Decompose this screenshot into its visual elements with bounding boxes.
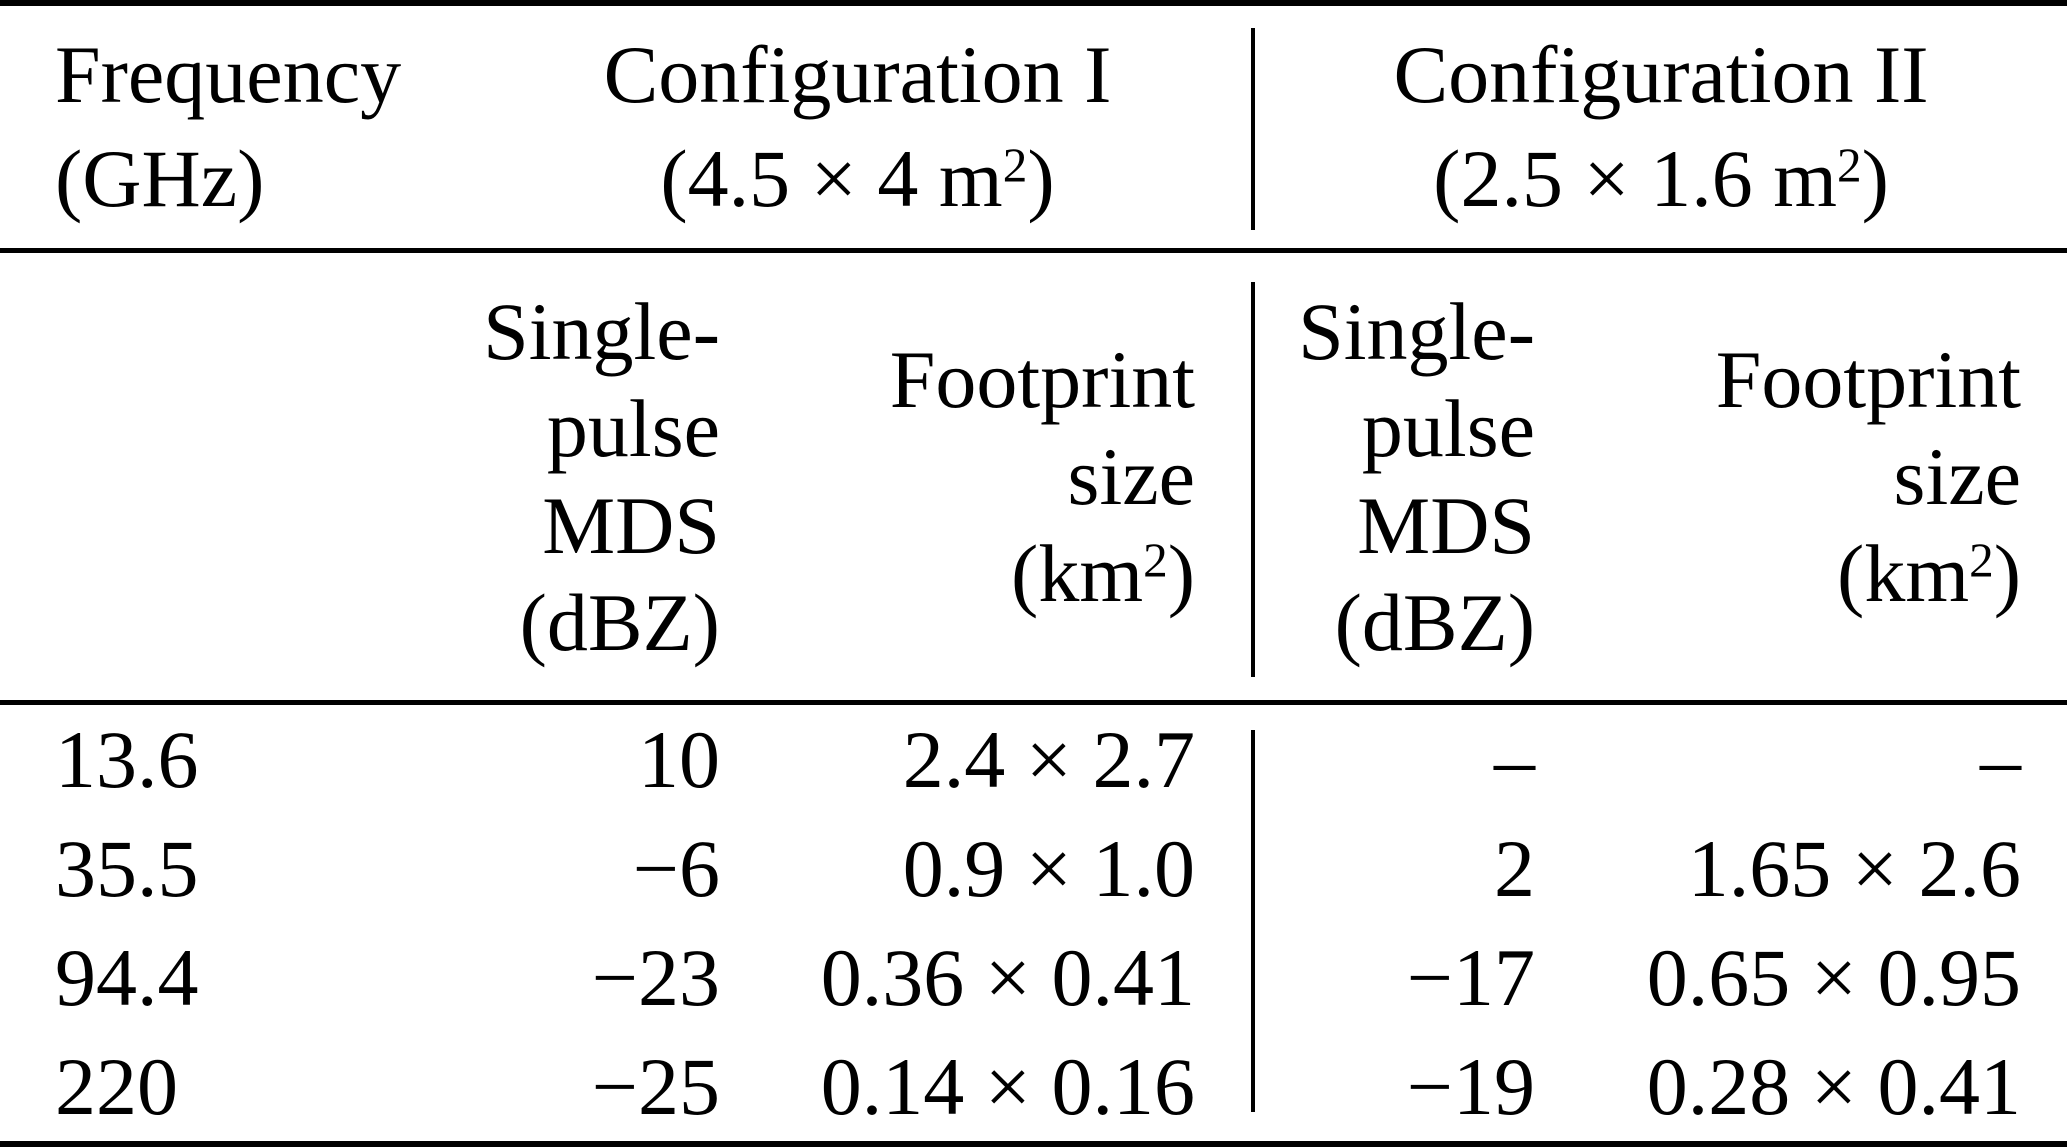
config2-footprint-value: – bbox=[1980, 714, 2022, 805]
table-row: 35.5 −6 0.9 × 1.0 2 1.65 × 2.6 bbox=[0, 814, 2067, 923]
config1-footprint-header: Footprint size (km2) bbox=[735, 253, 1256, 705]
config2-footprint-header: Footprint size (km2) bbox=[1545, 253, 2067, 705]
table-row: 220 −25 0.14 × 0.16 −19 0.28 × 0.41 bbox=[0, 1032, 2067, 1141]
frequency-header-line1: Frequency bbox=[55, 29, 402, 120]
configuration2-size-text: (2.5 × 1.6 m bbox=[1433, 133, 1837, 224]
config2-footprint-value: 0.28 × 0.41 bbox=[1646, 1041, 2022, 1132]
configuration2-title: Configuration II bbox=[1393, 29, 1929, 120]
mds-header-line2: pulse bbox=[1361, 382, 1536, 474]
column-divider-header2 bbox=[1251, 282, 1255, 677]
configuration2-size-superscript: 2 bbox=[1836, 137, 1862, 193]
config1-footprint-value: 0.9 × 1.0 bbox=[902, 823, 1196, 914]
mds-header-line3: MDS bbox=[1357, 479, 1536, 571]
config1-mds-value: −6 bbox=[632, 823, 720, 914]
config2-footprint-value: 1.65 × 2.6 bbox=[1687, 823, 2022, 914]
config2-mds-header: Single- pulse MDS (dBZ) bbox=[1255, 253, 1546, 705]
sub-header-row: Single- pulse MDS (dBZ) Footprint size (… bbox=[0, 253, 2067, 705]
table-row: 13.6 10 2.4 × 2.7 – – bbox=[0, 705, 2067, 814]
frequency-value: 35.5 bbox=[55, 823, 199, 914]
footprint-unit-superscript: 2 bbox=[1143, 532, 1168, 588]
footprint-header-line2: size bbox=[1893, 431, 2022, 522]
config2-mds-value: −17 bbox=[1406, 932, 1536, 1023]
configuration2-size: (2.5 × 1.6 m2) bbox=[1255, 127, 2067, 231]
frequency-column-header: Frequency (GHz) bbox=[0, 6, 460, 253]
mds-header-line2: pulse bbox=[546, 382, 720, 474]
footprint-header-line2: size bbox=[1067, 431, 1196, 522]
footprint-header-line1: Footprint bbox=[889, 334, 1196, 425]
footprint-unit-text: (km bbox=[1837, 528, 1970, 619]
mds-header-line3: MDS bbox=[542, 479, 720, 571]
empty-header-cell bbox=[0, 253, 460, 705]
mds-header-line4: (dBZ) bbox=[1334, 576, 1536, 668]
column-divider-body bbox=[1251, 730, 1255, 1112]
configuration1-size-close: ) bbox=[1027, 133, 1055, 224]
config1-footprint-value: 0.36 × 0.41 bbox=[820, 932, 1196, 1023]
configuration1-size-superscript: 2 bbox=[1002, 137, 1028, 193]
configuration1-group-header: Configuration I (4.5 × 4 m2) bbox=[460, 6, 1256, 253]
footprint-unit-superscript: 2 bbox=[1969, 532, 1994, 588]
frequency-value: 94.4 bbox=[55, 932, 199, 1023]
configuration2-size-close: ) bbox=[1861, 133, 1889, 224]
config1-mds-value: −23 bbox=[591, 932, 720, 1023]
footprint-header-unit: (km2) bbox=[1545, 525, 2021, 622]
frequency-value: 220 bbox=[55, 1041, 178, 1132]
mds-header-line4: (dBZ) bbox=[519, 576, 720, 668]
footprint-unit-close: ) bbox=[1167, 528, 1196, 619]
configuration2-group-header: Configuration II (2.5 × 1.6 m2) bbox=[1255, 6, 2067, 253]
config2-mds-value: 2 bbox=[1494, 823, 1536, 914]
configuration1-size-text: (4.5 × 4 m bbox=[660, 133, 1003, 224]
footprint-header-line1: Footprint bbox=[1715, 334, 2022, 425]
mds-header-line1: Single- bbox=[1298, 285, 1536, 377]
config2-footprint-value: 0.65 × 0.95 bbox=[1646, 932, 2022, 1023]
mds-header-line1: Single- bbox=[483, 285, 720, 377]
configuration1-title: Configuration I bbox=[603, 29, 1112, 120]
config1-footprint-value: 2.4 × 2.7 bbox=[902, 714, 1196, 805]
footprint-unit-text: (km bbox=[1011, 528, 1144, 619]
table-row: 94.4 −23 0.36 × 0.41 −17 0.65 × 0.95 bbox=[0, 923, 2067, 1032]
config1-footprint-value: 0.14 × 0.16 bbox=[820, 1041, 1196, 1132]
config2-mds-value: −19 bbox=[1406, 1041, 1536, 1132]
group-header-row: Frequency (GHz) Configuration I (4.5 × 4… bbox=[0, 6, 2067, 253]
config1-mds-header: Single- pulse MDS (dBZ) bbox=[460, 253, 735, 705]
config2-mds-value: – bbox=[1494, 714, 1536, 805]
frequency-header-line2: (GHz) bbox=[55, 133, 265, 224]
frequency-value: 13.6 bbox=[55, 714, 199, 805]
column-divider-header1 bbox=[1251, 28, 1255, 230]
config1-mds-value: 10 bbox=[638, 714, 720, 805]
footprint-unit-close: ) bbox=[1993, 528, 2022, 619]
configuration1-size: (4.5 × 4 m2) bbox=[460, 127, 1255, 231]
config1-mds-value: −25 bbox=[591, 1041, 720, 1132]
footprint-header-unit: (km2) bbox=[735, 525, 1195, 622]
